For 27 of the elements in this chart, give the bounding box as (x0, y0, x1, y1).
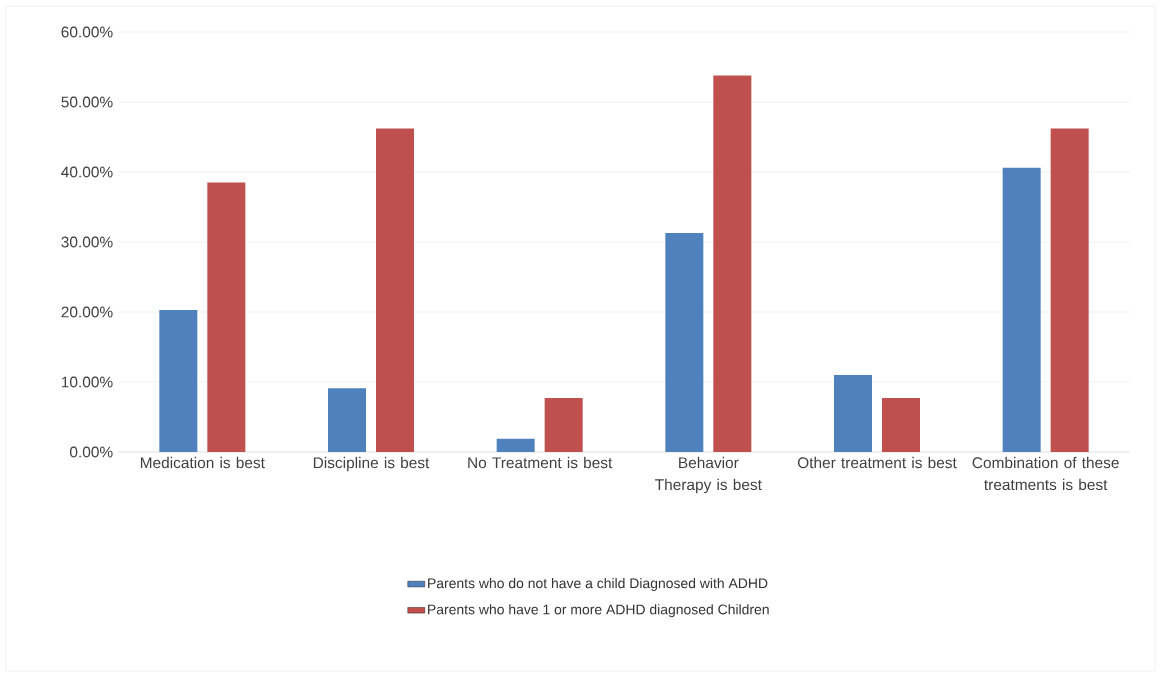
bar (834, 375, 872, 452)
y-tick-label: 10.00% (61, 376, 113, 388)
y-tick-label: 40.00% (61, 166, 113, 178)
y-tick-label: 50.00% (61, 96, 113, 108)
bar (159, 309, 198, 452)
y-tick-label: 30.00% (61, 236, 113, 248)
bar (713, 75, 752, 452)
bar (1002, 167, 1041, 452)
legend-label: Parents who have 1 or more ADHD diagnosed Children (428, 604, 769, 618)
bar (882, 398, 920, 452)
bar (665, 232, 704, 452)
x-tick-label: Discipline is best (313, 456, 430, 472)
y-tick-label: 0.00% (69, 446, 113, 458)
x-tick-label: Medication is best (140, 456, 265, 469)
bar (496, 438, 535, 452)
x-tick-label: Behavior Therapy is best (655, 456, 762, 494)
x-tick-label: No Treatment is best (468, 456, 613, 469)
x-tick-label: Combination of these treatments is best (972, 456, 1119, 491)
legend-label: Parents who do not have a child Diagnosed with ADHD (428, 577, 768, 591)
bar (376, 128, 414, 452)
bar (207, 182, 246, 452)
bar (328, 388, 366, 452)
x-tick-label: Other treatment is best (797, 456, 957, 469)
bar (544, 398, 583, 452)
bar (1050, 128, 1089, 452)
y-tick-label: 60.00% (61, 26, 113, 38)
y-tick-label: 20.00% (61, 306, 113, 318)
